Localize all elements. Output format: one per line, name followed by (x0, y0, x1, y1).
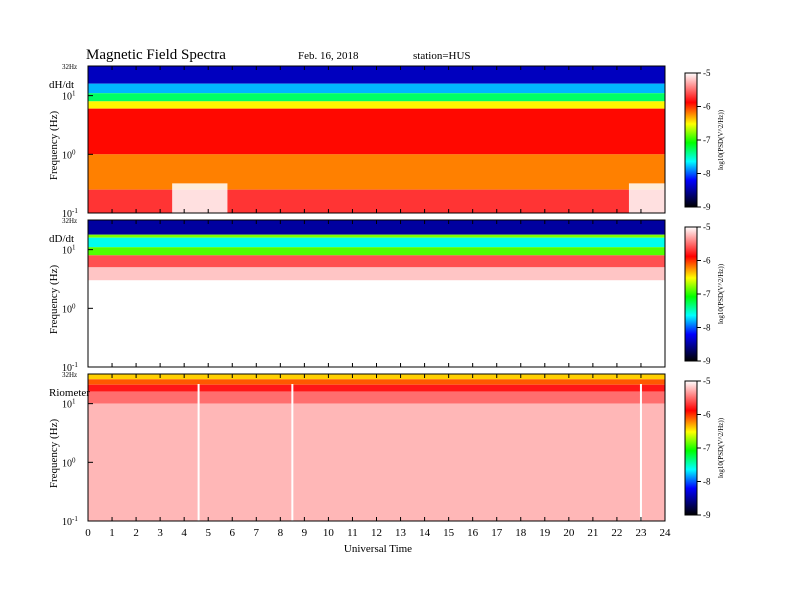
spectral-band (88, 255, 665, 268)
spectral-band (88, 234, 665, 238)
x-tick-label: 9 (302, 527, 308, 539)
y-tick-label: 100 (62, 148, 76, 161)
colorbar-tick-label: -7 (703, 135, 711, 145)
x-tick-label: 13 (395, 527, 407, 539)
quiet-interval (172, 183, 228, 213)
spectral-band (88, 391, 665, 404)
colorbar-tick-label: -6 (703, 410, 711, 420)
x-tick-label: 1 (109, 527, 115, 539)
x-tick-label: 17 (491, 527, 503, 539)
y-tick-label: 100 (62, 456, 76, 469)
y-tick-exponent: 0 (72, 456, 76, 464)
colorbar (684, 380, 698, 516)
colorbar-tick-label: -9 (703, 510, 711, 520)
spectral-band (88, 189, 665, 213)
y-tick-label: 100 (62, 302, 76, 315)
spectral-band (88, 83, 665, 94)
x-tick-label: 3 (157, 527, 163, 539)
spectral-band (88, 379, 665, 385)
colorbar-tick-label: -5 (703, 376, 711, 386)
date-label: Feb. 16, 2018 (298, 50, 359, 62)
y-tick-exponent: 0 (72, 148, 76, 156)
y-axis-label: Frequency (Hz) (48, 111, 60, 181)
x-tick-label: 8 (278, 527, 284, 539)
x-axis-label: Universal Time (344, 543, 412, 555)
x-tick-label: 18 (515, 527, 527, 539)
y-tick-exponent: -1 (72, 515, 78, 523)
spectral-band (88, 384, 665, 392)
colorbar-tick-label: -6 (703, 256, 711, 266)
x-tick-label: 14 (419, 527, 431, 539)
x-tick-label: 5 (205, 527, 211, 539)
station-label: station=HUS (413, 50, 471, 62)
x-tick-label: 10 (323, 527, 335, 539)
x-tick-label: 11 (347, 527, 358, 539)
x-tick-label: 15 (443, 527, 455, 539)
y-axis-label: Frequency (Hz) (48, 265, 60, 335)
colorbar-tick-label: -9 (703, 202, 711, 212)
colorbar-tick-label: -7 (703, 289, 711, 299)
spectral-band (88, 267, 665, 281)
colorbar (684, 72, 698, 208)
x-tick-label: 24 (660, 527, 672, 539)
quiet-interval (628, 183, 665, 213)
y-tick-label: 101 (62, 90, 76, 103)
colorbar-tick-label: -5 (703, 222, 711, 232)
y-tick-exponent: -1 (72, 361, 78, 369)
x-tick-label: 4 (181, 527, 187, 539)
x-tick-label: 7 (254, 527, 260, 539)
spectral-band (88, 101, 665, 109)
y-top-label: 32Hz (62, 371, 77, 379)
spectral-band (88, 280, 665, 367)
x-tick-label: 0 (85, 527, 91, 539)
colorbar-tick-label: -5 (703, 68, 711, 78)
panel-1: 101 100 1 0 -1 32Hz dD/dt Frequency (Hz) -5 -6 -7 -… (48, 217, 725, 374)
x-tick-label: 6 (230, 527, 236, 539)
y-tick-label: 101 (62, 244, 76, 257)
colorbar (684, 226, 698, 362)
spectral-band (88, 66, 665, 84)
y-tick-exponent: -1 (72, 207, 78, 215)
colorbar-tick-label: -9 (703, 356, 711, 366)
spectral-band (88, 93, 665, 102)
y-tick-exponent: 1 (72, 398, 76, 406)
colorbar-tick-label: -8 (703, 477, 711, 487)
colorbar-tick-label: -8 (703, 169, 711, 179)
x-tick-label: 22 (611, 527, 622, 539)
y-tick-label: 10-1 (62, 515, 78, 528)
spectral-band (88, 403, 665, 521)
y-top-label: 32Hz (62, 63, 77, 71)
colorbar-tick-label: -7 (703, 443, 711, 453)
colorbar-label: log10(PSD(V^2/Hz)) (717, 263, 725, 324)
x-tick-label: 2 (133, 527, 139, 539)
x-tick-label: 19 (539, 527, 551, 539)
colorbar-label: log10(PSD(V^2/Hz)) (717, 109, 725, 170)
y-tick-exponent: 1 (72, 244, 76, 252)
figure-title: Magnetic Field Spectra (86, 47, 226, 63)
colorbar-tick-label: -8 (703, 323, 711, 333)
panel-name: Riometer (49, 387, 90, 399)
panel-0: 101 100 1 0 -1 32Hz dH/dt Frequency (Hz) -5 -6 -7 -… (48, 63, 725, 220)
x-tick-label: 20 (563, 527, 575, 539)
spectral-band (88, 237, 665, 248)
panel-name: dH/dt (49, 79, 74, 91)
x-tick-label: 21 (587, 527, 598, 539)
x-axis: 0 1 2 3 4 5 6 7 8 9 10 11 12 13 14 15 16 17 18 19 20 21 22 23 24 (85, 527, 671, 539)
y-tick-exponent: 1 (72, 90, 76, 98)
y-axis-label: Frequency (Hz) (48, 419, 60, 489)
x-tick-label: 16 (467, 527, 479, 539)
panel-name: dD/dt (49, 233, 74, 245)
x-tick-label: 12 (371, 527, 382, 539)
y-top-label: 32Hz (62, 217, 77, 225)
x-tick-label: 23 (635, 527, 647, 539)
y-tick-exponent: 0 (72, 302, 76, 310)
spectral-band (88, 247, 665, 256)
colorbar-label: log10(PSD(V^2/Hz)) (717, 417, 725, 478)
spectral-band (88, 108, 665, 155)
colorbar-tick-label: -6 (703, 102, 711, 112)
y-tick-label: 101 (62, 398, 76, 411)
